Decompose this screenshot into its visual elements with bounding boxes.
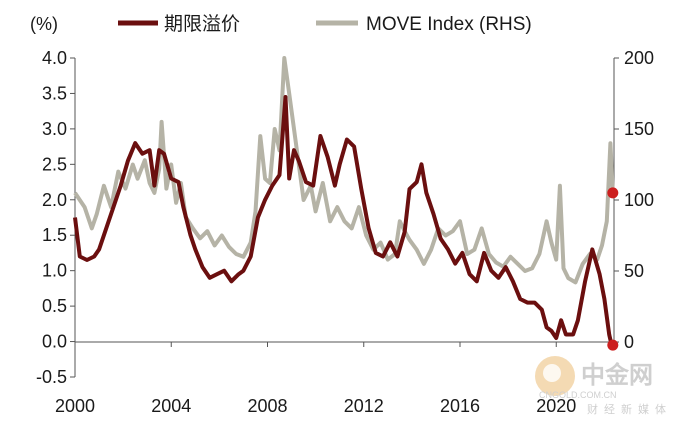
series-line-term-premium	[73, 95, 614, 346]
watermark-tagline: 财经新媒体	[587, 402, 672, 416]
left-tick-label: 3.5	[42, 83, 67, 103]
left-tick-label: 2.0	[42, 190, 67, 210]
end-point-marker	[607, 187, 619, 199]
legend: 期限溢价 MOVE Index (RHS)	[118, 13, 532, 35]
left-tick-label: 3.0	[42, 119, 67, 139]
legend-label-term-premium: 期限溢价	[164, 13, 240, 35]
watermark-domain: CNGOLD.COM.CN	[539, 390, 617, 400]
left-tick-label: 1.0	[42, 261, 67, 281]
y-axis-unit-label: (%)	[30, 14, 58, 34]
right-axis-ticks: 200 150 100 50 0	[614, 48, 654, 352]
x-axis-ticks: 2000 2004 2008 2012 2016 2020	[55, 342, 576, 416]
left-tick-label: -0.5	[36, 367, 67, 387]
right-tick-label: 0	[624, 332, 634, 352]
x-tick-label: 2008	[247, 396, 287, 416]
watermark-brand: 中金网	[581, 361, 653, 389]
x-tick-label: 2016	[440, 396, 480, 416]
legend-label-move-index: MOVE Index (RHS)	[366, 14, 532, 35]
x-tick-label: 2000	[55, 396, 95, 416]
left-tick-label: 0.5	[42, 296, 67, 316]
x-tick-label: 2004	[151, 396, 191, 416]
watermark: 中金网 CNGOLD.COM.CN 财经新媒体	[535, 356, 672, 416]
right-tick-label: 150	[624, 119, 654, 139]
end-point-markers	[607, 187, 619, 351]
end-point-marker	[607, 339, 619, 351]
right-tick-label: 50	[624, 261, 644, 281]
left-axis-ticks: 4.0 3.5 3.0 2.5 2.0 1.5 1.0 0.5 0.0 -0.5	[36, 48, 75, 387]
x-tick-label: 2020	[536, 396, 576, 416]
x-tick-label: 2012	[344, 396, 384, 416]
left-tick-label: 0.0	[42, 332, 67, 352]
left-tick-label: 2.5	[42, 154, 67, 174]
right-tick-label: 100	[624, 190, 654, 210]
left-tick-label: 1.5	[42, 225, 67, 245]
right-tick-label: 200	[624, 48, 654, 68]
left-tick-label: 4.0	[42, 48, 67, 68]
